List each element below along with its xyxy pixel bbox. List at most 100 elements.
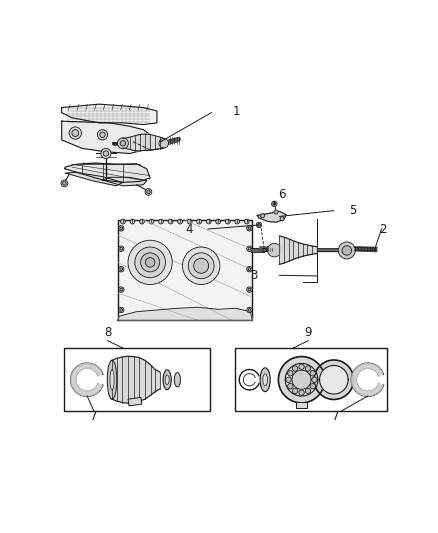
Polygon shape	[372, 390, 376, 394]
Polygon shape	[96, 386, 101, 390]
Polygon shape	[90, 391, 93, 395]
Polygon shape	[356, 367, 360, 372]
Polygon shape	[71, 373, 77, 376]
Polygon shape	[362, 391, 365, 395]
Polygon shape	[364, 391, 366, 396]
Circle shape	[304, 388, 310, 394]
Circle shape	[117, 138, 128, 149]
Polygon shape	[79, 390, 83, 395]
Polygon shape	[367, 364, 368, 368]
Polygon shape	[81, 364, 84, 369]
Circle shape	[120, 219, 125, 224]
Circle shape	[149, 219, 154, 224]
Polygon shape	[358, 365, 362, 370]
Polygon shape	[373, 389, 377, 393]
Polygon shape	[77, 389, 81, 393]
Circle shape	[244, 219, 249, 224]
Text: 7: 7	[90, 410, 98, 423]
Polygon shape	[362, 364, 365, 369]
Ellipse shape	[107, 360, 117, 399]
Polygon shape	[314, 360, 353, 399]
Polygon shape	[378, 373, 382, 376]
Polygon shape	[87, 364, 88, 368]
Circle shape	[309, 370, 315, 376]
Polygon shape	[77, 366, 81, 370]
Circle shape	[168, 219, 173, 224]
Circle shape	[118, 307, 124, 313]
Polygon shape	[364, 364, 366, 368]
Text: 9: 9	[304, 326, 311, 338]
Polygon shape	[92, 365, 95, 370]
Polygon shape	[74, 386, 78, 390]
Circle shape	[120, 268, 122, 271]
Polygon shape	[73, 370, 78, 374]
Polygon shape	[82, 391, 85, 395]
Text: 6: 6	[278, 189, 285, 201]
Circle shape	[234, 219, 239, 224]
Ellipse shape	[165, 375, 169, 384]
Polygon shape	[352, 384, 357, 388]
Circle shape	[120, 141, 125, 146]
Text: 1: 1	[233, 106, 240, 118]
Polygon shape	[71, 379, 75, 381]
Polygon shape	[72, 372, 77, 375]
Polygon shape	[97, 373, 102, 376]
Circle shape	[61, 180, 67, 187]
Circle shape	[285, 377, 291, 383]
Polygon shape	[351, 376, 356, 378]
Circle shape	[145, 257, 155, 267]
Circle shape	[311, 377, 317, 383]
Polygon shape	[65, 163, 150, 182]
Circle shape	[134, 247, 165, 278]
Polygon shape	[97, 372, 102, 375]
Polygon shape	[85, 391, 87, 396]
Circle shape	[128, 240, 172, 285]
Circle shape	[246, 246, 251, 252]
Circle shape	[304, 366, 310, 372]
Polygon shape	[370, 391, 373, 395]
Polygon shape	[374, 367, 378, 372]
Polygon shape	[355, 368, 359, 372]
Ellipse shape	[262, 374, 267, 385]
Polygon shape	[92, 390, 95, 394]
Text: 7: 7	[331, 410, 339, 423]
Polygon shape	[61, 121, 150, 154]
Polygon shape	[278, 357, 324, 403]
Polygon shape	[354, 386, 358, 390]
Polygon shape	[71, 382, 76, 384]
Circle shape	[309, 383, 315, 389]
Polygon shape	[351, 383, 356, 385]
Polygon shape	[374, 388, 378, 393]
Polygon shape	[367, 391, 368, 396]
Circle shape	[338, 242, 354, 259]
Circle shape	[103, 151, 108, 156]
Polygon shape	[371, 365, 374, 369]
Circle shape	[298, 364, 304, 369]
Bar	[128, 398, 141, 406]
Circle shape	[159, 139, 168, 148]
Circle shape	[260, 214, 264, 218]
Polygon shape	[84, 364, 86, 368]
Circle shape	[72, 130, 78, 136]
Circle shape	[187, 219, 191, 224]
Polygon shape	[73, 385, 78, 389]
Circle shape	[247, 288, 250, 291]
Polygon shape	[377, 385, 382, 388]
Polygon shape	[95, 368, 99, 372]
Polygon shape	[91, 365, 94, 369]
Circle shape	[287, 370, 293, 376]
Text: 8: 8	[104, 326, 111, 338]
Circle shape	[292, 388, 297, 394]
Polygon shape	[96, 370, 101, 374]
Polygon shape	[97, 384, 102, 387]
Polygon shape	[123, 134, 163, 151]
Circle shape	[139, 219, 144, 224]
Circle shape	[287, 383, 293, 389]
Polygon shape	[351, 380, 356, 382]
Polygon shape	[357, 389, 361, 393]
Circle shape	[120, 288, 122, 291]
Polygon shape	[375, 368, 379, 372]
Polygon shape	[81, 391, 84, 395]
Polygon shape	[351, 377, 356, 379]
Polygon shape	[357, 366, 361, 370]
